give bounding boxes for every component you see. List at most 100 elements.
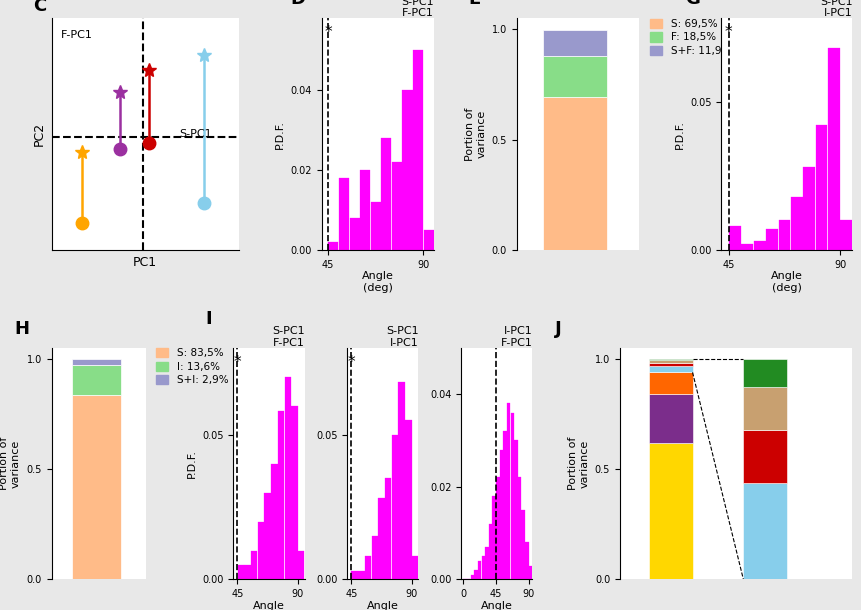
Y-axis label: P.D.F.: P.D.F. [275, 120, 285, 149]
Text: *: * [325, 25, 331, 40]
Bar [741, 244, 753, 250]
Y-axis label: P.D.F.: P.D.F. [674, 120, 684, 149]
Text: F-PC1: F-PC1 [61, 30, 93, 40]
Bar [402, 90, 412, 250]
Bar [481, 556, 485, 580]
Bar [543, 97, 607, 250]
Text: D: D [290, 0, 306, 9]
Bar [815, 125, 827, 250]
Bar [378, 498, 385, 580]
Bar [803, 167, 815, 250]
Bar [743, 430, 787, 483]
Bar [743, 483, 787, 580]
Bar [543, 56, 607, 97]
Bar [406, 420, 412, 580]
Bar [392, 434, 398, 580]
Bar [381, 138, 392, 250]
Text: S-PC1
F-PC1: S-PC1 F-PC1 [272, 326, 305, 348]
Text: J: J [554, 320, 561, 338]
Bar [478, 561, 481, 580]
Bar [358, 571, 364, 580]
Bar [529, 565, 532, 580]
Bar [278, 411, 284, 580]
Text: S-PC1
I-PC1: S-PC1 I-PC1 [386, 326, 418, 348]
Bar [392, 162, 402, 250]
Bar [522, 510, 525, 580]
Text: C: C [33, 0, 46, 15]
Bar [743, 359, 787, 387]
Bar [649, 361, 692, 363]
Bar [238, 565, 244, 580]
Bar [245, 565, 251, 580]
Bar [284, 376, 291, 580]
Bar [365, 556, 371, 580]
Bar [372, 536, 378, 580]
X-axis label: Angle
(deg): Angle (deg) [253, 601, 285, 610]
Text: *: * [348, 354, 355, 370]
Text: S-PC1
F-PC1: S-PC1 F-PC1 [401, 0, 434, 18]
Bar [753, 242, 765, 250]
Bar [424, 230, 434, 250]
Text: H: H [14, 320, 29, 338]
Bar [496, 478, 499, 580]
Bar [71, 365, 121, 395]
Bar [525, 542, 529, 579]
Text: *: * [233, 354, 241, 370]
Text: *: * [725, 25, 733, 40]
Bar [766, 229, 777, 250]
X-axis label: Angle
(deg): Angle (deg) [362, 271, 393, 293]
Bar [298, 550, 304, 580]
Bar [729, 226, 740, 250]
X-axis label: Angle
(deg): Angle (deg) [480, 601, 512, 610]
Bar [257, 522, 264, 579]
Legend: S: 83,5%, I: 13,6%, S+I: 2,9%: S: 83,5%, I: 13,6%, S+I: 2,9% [156, 348, 228, 385]
Text: I-PC1
F-PC1: I-PC1 F-PC1 [500, 326, 532, 348]
Text: S-PC1: S-PC1 [179, 129, 212, 139]
Y-axis label: PC2: PC2 [33, 122, 46, 146]
Bar [251, 550, 257, 580]
Bar [828, 48, 839, 250]
Y-axis label: Portion of
variance: Portion of variance [567, 437, 589, 490]
Y-axis label: Portion of
variance: Portion of variance [465, 107, 486, 161]
Bar [649, 359, 692, 361]
Bar [264, 492, 271, 580]
Bar [649, 363, 692, 367]
Bar [328, 242, 338, 250]
Bar [514, 440, 517, 580]
Bar [413, 50, 423, 250]
Bar [778, 220, 790, 250]
Bar [791, 196, 802, 250]
Text: G: G [684, 0, 699, 9]
Bar [339, 178, 349, 250]
Bar [504, 431, 507, 580]
Bar [385, 478, 392, 580]
Bar [360, 170, 370, 250]
Legend: S: 69,5%, F: 18,5%, S+F: 11,9%: S: 69,5%, F: 18,5%, S+F: 11,9% [650, 19, 731, 56]
Bar [649, 367, 692, 372]
Bar [511, 412, 514, 580]
Bar [471, 575, 474, 580]
Bar [492, 496, 496, 580]
Bar [350, 218, 360, 250]
Bar [71, 395, 121, 580]
Bar [649, 443, 692, 580]
Bar [840, 220, 852, 250]
Bar [291, 406, 298, 580]
X-axis label: PC1: PC1 [133, 256, 158, 269]
Bar [412, 556, 418, 580]
Bar [71, 359, 121, 365]
Text: E: E [468, 0, 480, 9]
Bar [271, 464, 277, 580]
Bar [517, 478, 521, 580]
Bar [743, 387, 787, 430]
Bar [489, 524, 492, 580]
Text: S-PC1
I-PC1: S-PC1 I-PC1 [820, 0, 852, 18]
Y-axis label: Portion of
variance: Portion of variance [0, 437, 21, 490]
Bar [399, 382, 405, 580]
X-axis label: Angle
(deg): Angle (deg) [771, 271, 802, 293]
Bar [486, 547, 489, 579]
Bar [474, 570, 478, 580]
Y-axis label: P.D.F.: P.D.F. [187, 449, 196, 478]
Bar [499, 450, 503, 580]
Bar [543, 29, 607, 56]
